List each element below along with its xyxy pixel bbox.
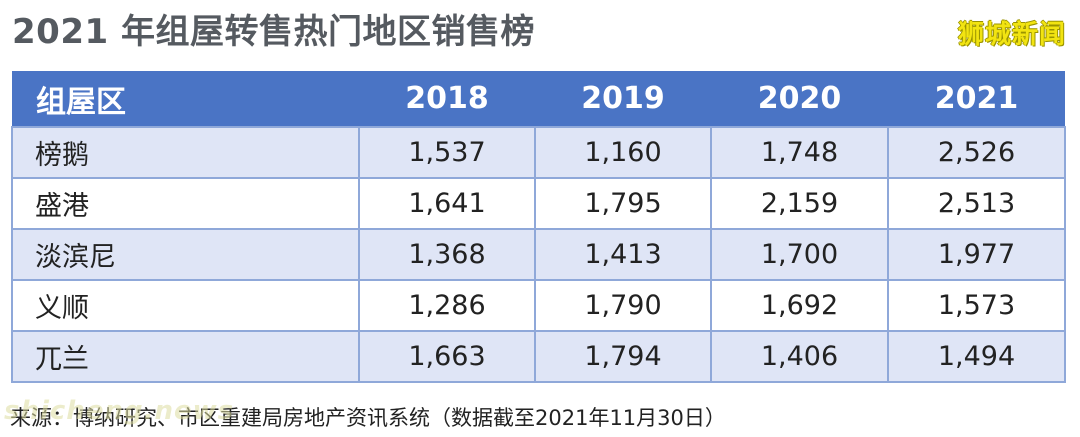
sales-table: 组屋区 2018 2019 2020 2021 榜鹅 1,537 1,160 1… [11,71,1066,383]
cell-area: 淡滨尼 [11,228,360,281]
cell-area: 兀兰 [11,330,360,383]
cell-2019: 1,790 [534,279,712,332]
watermark-logo: 狮城新闻 [957,20,1066,50]
cell-2020: 1,406 [710,330,889,383]
source-note: 来源：博纳研究、市区重建局房地产资讯系统（数据截至2021年11月30日） [10,406,726,430]
cell-2018: 1,641 [358,177,536,230]
cell-area: 义顺 [11,279,360,332]
sales-table-container: 组屋区 2018 2019 2020 2021 榜鹅 1,537 1,160 1… [11,71,1066,383]
table-row: 淡滨尼 1,368 1,413 1,700 1,977 [11,228,1066,281]
cell-2021: 1,573 [887,279,1066,332]
cell-2019: 1,795 [534,177,712,230]
cell-2019: 1,160 [534,126,712,179]
cell-2019: 1,413 [534,228,712,281]
cell-2019: 1,794 [534,330,712,383]
header-2019: 2019 [535,71,711,127]
cell-2021: 2,526 [887,126,1066,179]
cell-2020: 1,748 [710,126,889,179]
cell-2018: 1,663 [358,330,536,383]
cell-2020: 1,692 [710,279,889,332]
header-area: 组屋区 [12,71,359,127]
table-row: 盛港 1,641 1,795 2,159 2,513 [11,177,1066,230]
cell-2018: 1,286 [358,279,536,332]
table-row: 榜鹅 1,537 1,160 1,748 2,526 [11,126,1066,179]
table-body: 榜鹅 1,537 1,160 1,748 2,526 盛港 1,641 1,79… [11,126,1066,383]
table-row: 兀兰 1,663 1,794 1,406 1,494 [11,330,1066,383]
header-2020: 2020 [711,71,888,127]
cell-area: 盛港 [11,177,360,230]
cell-2020: 2,159 [710,177,889,230]
cell-2018: 1,368 [358,228,536,281]
cell-area: 榜鹅 [11,126,360,179]
page-title: 2021 年组屋转售热门地区销售榜 [12,12,535,52]
cell-2021: 1,494 [887,330,1066,383]
header-row: 组屋区 2018 2019 2020 2021 [12,71,1065,127]
cell-2021: 2,513 [887,177,1066,230]
table-row: 义顺 1,286 1,790 1,692 1,573 [11,279,1066,332]
header-2018: 2018 [359,71,535,127]
cell-2021: 1,977 [887,228,1066,281]
table-header: 组屋区 2018 2019 2020 2021 [12,71,1065,127]
cell-2020: 1,700 [710,228,889,281]
header-2021: 2021 [888,71,1065,127]
cell-2018: 1,537 [358,126,536,179]
watermark-url: shicheng.news [4,396,235,426]
